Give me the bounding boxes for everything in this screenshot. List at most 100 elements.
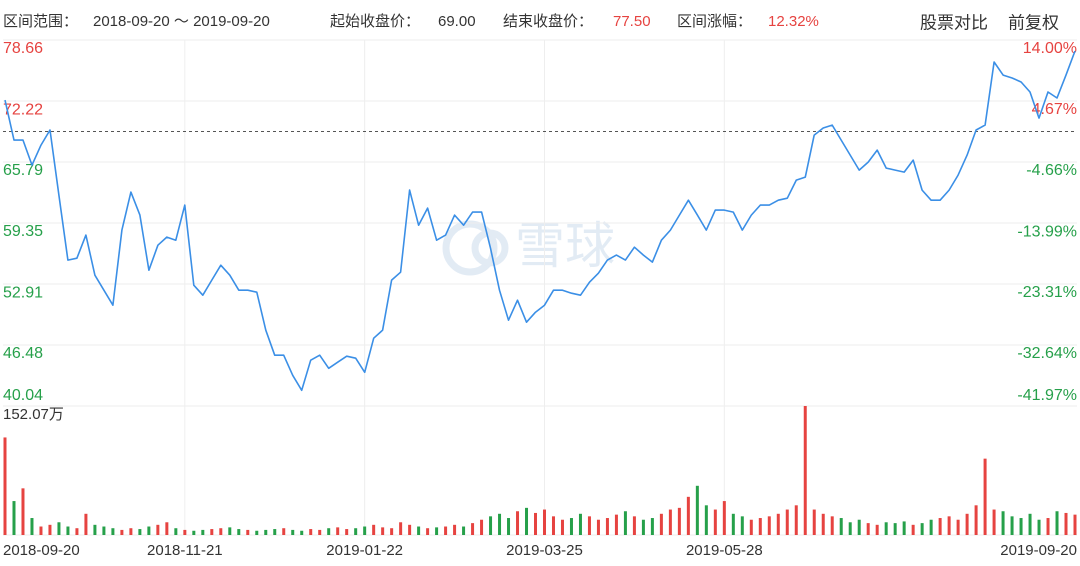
volume-bar — [785, 509, 789, 535]
x-tick-label: 2018-11-21 — [147, 542, 223, 559]
volume-bar — [650, 518, 654, 535]
volume-bar — [21, 488, 25, 535]
volume-bar — [614, 514, 618, 535]
volume-bar — [282, 528, 286, 535]
volume-bar — [39, 526, 43, 535]
volume-bar — [560, 519, 564, 535]
volume-bar — [30, 518, 34, 535]
volume-bar — [641, 519, 645, 535]
volume-bar — [102, 526, 106, 535]
volume-bar — [947, 516, 951, 535]
volume-bar — [408, 524, 412, 535]
volume-bar — [713, 509, 717, 535]
end-price: 77.50 — [613, 13, 651, 30]
watermark: 雪球 — [515, 218, 615, 274]
volume-bar — [695, 485, 699, 535]
price-line — [4, 50, 1076, 392]
volume-bar — [542, 509, 546, 535]
start-label: 起始收盘价： — [330, 12, 420, 30]
y-tick-label: 72.22 — [3, 101, 43, 118]
volume-bar — [210, 529, 214, 535]
x-tick-label: 2019-01-22 — [326, 542, 403, 559]
volume-bar — [632, 516, 636, 535]
volume-bar — [228, 527, 232, 535]
volume-bar — [390, 528, 394, 535]
volume-bar — [219, 528, 223, 535]
volume-bar — [722, 501, 726, 535]
volume-bar — [902, 521, 906, 535]
volume-bar — [938, 518, 942, 535]
volume-bar — [920, 523, 924, 535]
volume-bar — [677, 507, 681, 535]
volume-bar — [480, 519, 484, 535]
compare-button[interactable]: 股票对比 — [920, 13, 988, 32]
volume-bar — [848, 522, 852, 535]
volume-bar — [623, 511, 627, 535]
y2-tick-label: -23.31% — [1017, 284, 1077, 301]
volume-tick-label: 152.07万 — [3, 406, 64, 423]
volume-bar — [830, 516, 834, 535]
volume-bar — [471, 523, 475, 535]
volume-bar — [551, 516, 555, 535]
volume-bar — [749, 519, 753, 535]
volume-bar — [435, 527, 439, 535]
adjust-button[interactable]: 前复权 — [1008, 13, 1059, 32]
volume-bar — [956, 519, 960, 535]
volume-bar — [255, 530, 259, 535]
volume-bar — [884, 522, 888, 535]
x-tick-label: 2019-03-25 — [506, 542, 583, 559]
y2-tick-label: -13.99% — [1017, 223, 1077, 240]
volume-bar — [309, 529, 313, 535]
volume-bar — [668, 509, 672, 535]
volume-bar — [273, 529, 277, 535]
volume-bar — [156, 524, 160, 535]
change: 12.32% — [768, 13, 819, 30]
y-tick-label: 59.35 — [3, 223, 43, 240]
y2-tick-label: -32.64% — [1017, 345, 1077, 362]
volume-bar — [605, 518, 609, 535]
volume-bar — [767, 516, 771, 535]
volume-bar — [1046, 518, 1050, 535]
volume-bar — [929, 519, 933, 535]
volume-bar — [57, 522, 61, 535]
end-label: 结束收盘价： — [503, 12, 593, 30]
x-tick-label: 2019-09-20 — [1000, 542, 1077, 559]
volume-bar — [354, 528, 358, 535]
volume-bar — [399, 522, 403, 535]
volume-bar — [1055, 511, 1059, 535]
volume-bar — [875, 524, 879, 535]
volume-bar — [417, 526, 421, 535]
volume-bar — [129, 528, 133, 535]
x-tick-label: 2018-09-20 — [3, 542, 80, 559]
volume-bar — [704, 505, 708, 535]
volume-bar — [596, 519, 600, 535]
volume-bar — [794, 505, 798, 535]
volume-bar — [821, 513, 825, 535]
volume-bar — [318, 529, 322, 535]
volume-bar — [147, 526, 151, 535]
volume-bar — [12, 501, 16, 535]
range: 2018-09-20 ～ 2019-09-20 — [93, 13, 270, 30]
volume-bar — [1010, 516, 1014, 535]
volume-bar — [587, 516, 591, 535]
volume-bar — [974, 505, 978, 535]
volume-bar — [1019, 518, 1023, 535]
volume-bar — [93, 524, 97, 535]
y-tick-label: 52.91 — [3, 284, 43, 301]
volume-bar — [300, 530, 304, 535]
volume-bar — [336, 527, 340, 535]
volume-bar — [453, 524, 457, 535]
volume-bar — [803, 406, 807, 535]
volume-bar — [1001, 511, 1005, 535]
volume-bar — [659, 513, 663, 535]
range-label: 区间范围： — [3, 13, 78, 30]
volume-bar — [686, 496, 690, 535]
volume-bar — [327, 528, 331, 535]
volume-bar — [84, 513, 88, 535]
volume-bar — [812, 509, 816, 535]
volume-bar — [201, 529, 205, 535]
volume-bar — [893, 523, 897, 535]
volume-bar — [291, 529, 295, 535]
change-label: 区间涨幅： — [677, 13, 752, 30]
volume-bar — [983, 458, 987, 535]
